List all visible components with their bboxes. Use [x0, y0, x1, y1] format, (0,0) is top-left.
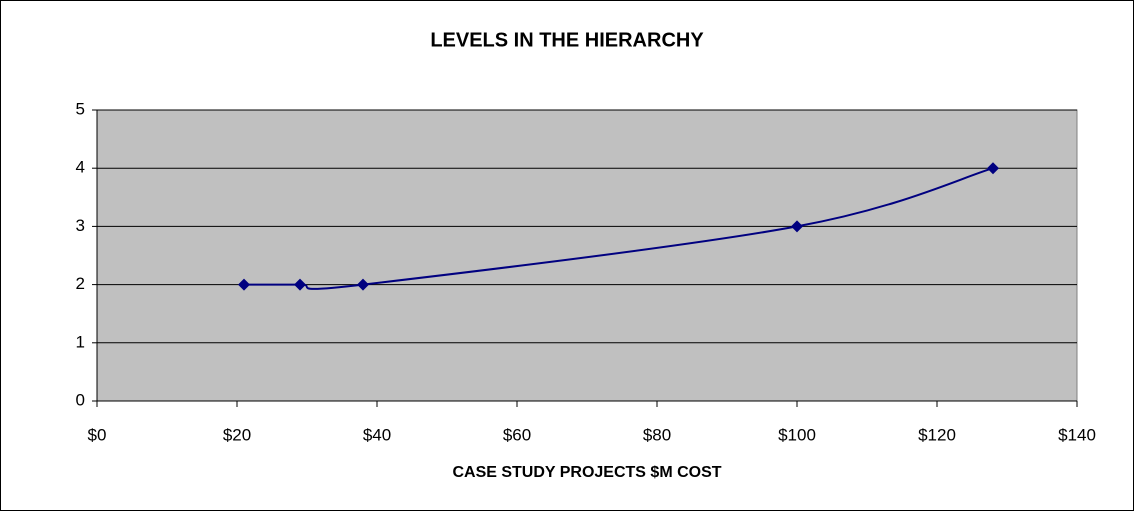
x-tick-label: $40	[363, 425, 391, 444]
x-tick-label: $0	[88, 425, 107, 444]
y-tick-label: 4	[76, 158, 85, 177]
chart-title: LEVELS IN THE HIERARCHY	[430, 29, 704, 51]
data-point	[294, 278, 306, 291]
x-tick-label: $140	[1058, 425, 1096, 444]
y-tick-label: 0	[76, 390, 85, 409]
x-tick-label: $100	[778, 425, 816, 444]
x-tick-label: $120	[918, 425, 956, 444]
plot-area	[96, 109, 1078, 402]
y-tick-label: 5	[76, 99, 85, 118]
x-tick-label: $60	[503, 425, 531, 444]
data-point	[357, 278, 369, 291]
x-axis-label: CASE STUDY PROJECTS $M COST	[452, 464, 721, 481]
y-tick-label: 1	[76, 332, 85, 351]
data-point	[987, 162, 999, 175]
x-tick-label: $20	[223, 425, 251, 444]
data-point	[791, 220, 803, 233]
x-tick-label: $80	[643, 425, 671, 444]
y-tick-label: 2	[76, 274, 85, 293]
y-tick-label: 3	[76, 216, 85, 235]
data-point	[238, 278, 250, 291]
